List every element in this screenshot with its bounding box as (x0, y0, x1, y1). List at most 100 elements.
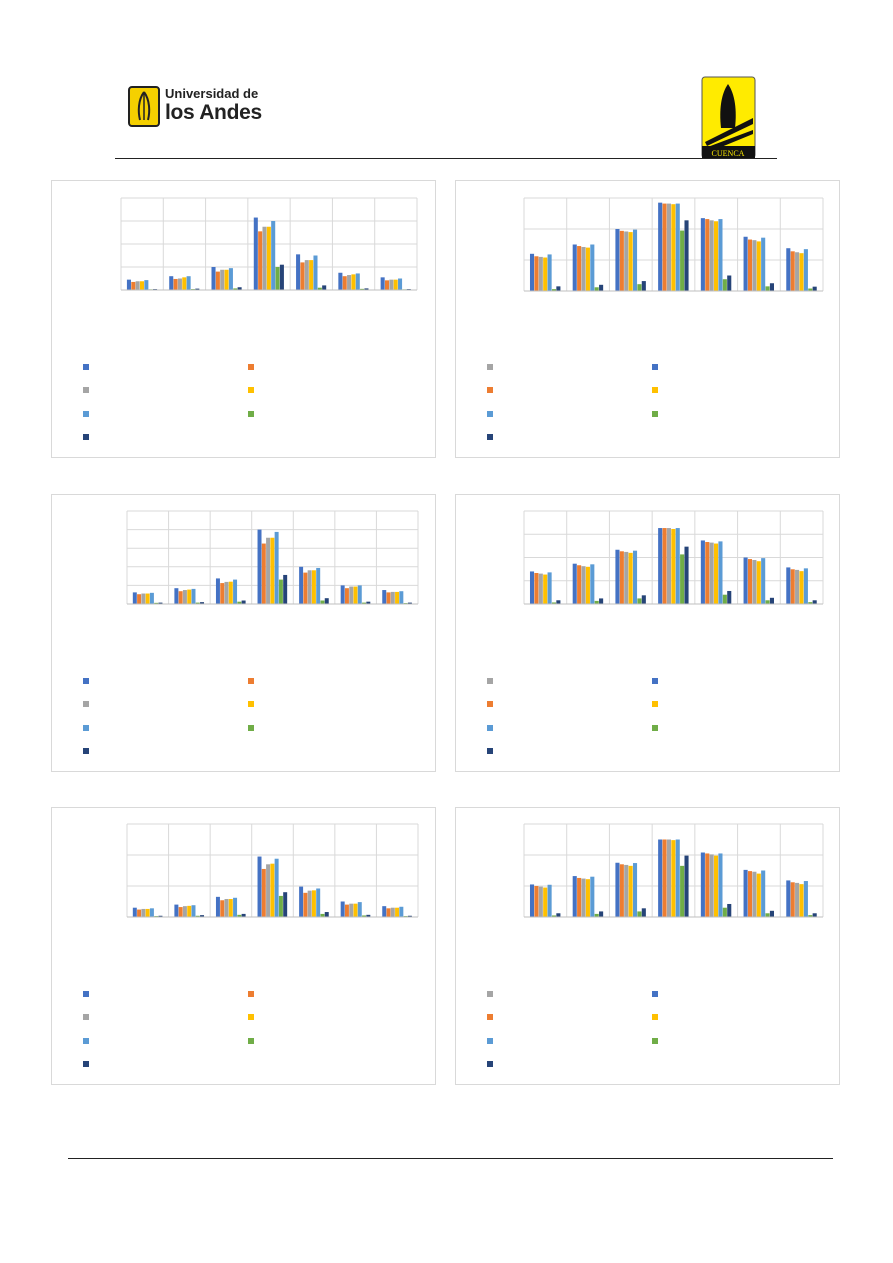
bar-s7-c1 (158, 602, 163, 605)
bar-s5-c6 (357, 585, 362, 604)
bar-s5-c4 (271, 221, 276, 290)
bar-s2-c2 (178, 591, 183, 604)
bar-s5-c1 (547, 884, 552, 917)
bar-s4-c1 (139, 281, 145, 290)
legend-marker (487, 1038, 493, 1044)
bar-s6-c2 (195, 915, 200, 917)
bar-s7-c3 (641, 281, 646, 291)
legend-marker (83, 434, 89, 440)
bar-s3-c4 (266, 537, 271, 604)
bar-s5-c2 (590, 564, 595, 604)
bar-s4-c2 (187, 589, 192, 604)
bar-s2-c3 (619, 551, 624, 604)
legend-marker (487, 434, 493, 440)
bar-chart-1 (83, 197, 418, 440)
bar-s3-c3 (224, 581, 229, 604)
bar-s2-c5 (705, 853, 710, 917)
legend-marker (487, 701, 493, 707)
bar-s7-c3 (641, 908, 646, 917)
legend-marker (248, 1038, 254, 1044)
legend-marker (652, 678, 658, 684)
legend-marker (652, 725, 658, 731)
bar-s6-c2 (594, 913, 599, 917)
bar-s6-c5 (722, 279, 727, 291)
bar-s4-c6 (353, 903, 358, 917)
bar-s7-c6 (769, 910, 774, 917)
bar-s1-c3 (615, 549, 620, 604)
bar-s7-c5 (727, 903, 732, 917)
bar-s2-c6 (747, 239, 753, 291)
bar-s1-c4 (257, 529, 262, 604)
bar-s3-c2 (581, 246, 586, 291)
bar-s4-c2 (585, 247, 590, 291)
bar-s5-c2 (191, 905, 196, 917)
bar-s3-c3 (220, 269, 225, 290)
bar-s3-c2 (581, 566, 586, 604)
bar-s1-c7 (786, 880, 791, 917)
bar-s2-c2 (577, 565, 582, 604)
bar-s3-c4 (666, 203, 671, 291)
bar-s3-c1 (141, 908, 146, 917)
bar-s4-c1 (145, 908, 150, 917)
bar-chart-5 (83, 823, 419, 1067)
bar-s6-c4 (275, 267, 280, 290)
bar-s5-c7 (803, 881, 808, 917)
bar-s4-c5 (714, 855, 719, 917)
bar-s3-c6 (752, 240, 757, 291)
chart-panel-6 (455, 807, 840, 1085)
bar-s2-c1 (131, 281, 136, 290)
bar-s7-c4 (279, 264, 284, 290)
bar-s1-c6 (340, 585, 345, 604)
bar-s1-c3 (615, 229, 620, 291)
bar-s5-c1 (144, 280, 149, 290)
bar-s1-c5 (299, 886, 304, 917)
bar-s4-c6 (756, 561, 761, 604)
bar-s2-c3 (220, 900, 225, 917)
bar-s7-c7 (812, 913, 817, 917)
bar-s7-c4 (283, 574, 288, 604)
bar-s7-c6 (769, 597, 774, 604)
legend-marker (487, 387, 493, 393)
bar-s4-c4 (671, 204, 676, 291)
legend-marker (487, 725, 493, 731)
bar-s1-c6 (338, 272, 343, 290)
bar-s2-c2 (577, 246, 582, 291)
bar-s2-c6 (344, 904, 349, 917)
bar-s1-c3 (211, 267, 216, 290)
bar-s6-c5 (320, 600, 325, 604)
bar-s5-c6 (761, 558, 766, 604)
legend-marker (487, 748, 493, 754)
bar-s2-c3 (619, 864, 624, 917)
bar-s1-c2 (169, 276, 174, 290)
bar-s3-c2 (177, 278, 182, 290)
legend-marker (652, 1014, 658, 1020)
logo-line-1: Universidad de (165, 86, 259, 101)
cuenca-tree-icon: CUENCA (701, 76, 756, 159)
bar-s1-c7 (382, 906, 387, 917)
bar-s7-c5 (324, 912, 329, 917)
bar-s4-c4 (266, 226, 271, 290)
bar-s5-c7 (803, 249, 808, 291)
bar-s6-c6 (360, 288, 365, 290)
bar-s7-c1 (158, 915, 163, 917)
bar-s2-c5 (303, 892, 308, 917)
chart-panel-4 (455, 494, 840, 772)
bar-s1-c2 (174, 588, 179, 604)
bar-s5-c7 (398, 278, 403, 290)
legend-marker (652, 387, 658, 393)
bar-s1-c3 (615, 862, 620, 917)
bar-s3-c1 (135, 281, 140, 290)
bar-s4-c4 (671, 840, 676, 917)
bar-s7-c3 (641, 595, 646, 604)
bar-s1-c4 (658, 528, 663, 604)
bar-s2-c5 (705, 219, 710, 291)
bar-s1-c7 (786, 567, 791, 604)
bar-s1-c5 (700, 218, 705, 291)
bar-s4-c1 (543, 574, 548, 604)
bar-s5-c2 (191, 588, 196, 604)
bar-s5-c4 (675, 528, 680, 604)
bar-s7-c2 (195, 288, 200, 290)
bar-s4-c5 (311, 570, 316, 604)
bar-s6-c3 (237, 914, 242, 917)
bar-s3-c6 (349, 903, 354, 917)
